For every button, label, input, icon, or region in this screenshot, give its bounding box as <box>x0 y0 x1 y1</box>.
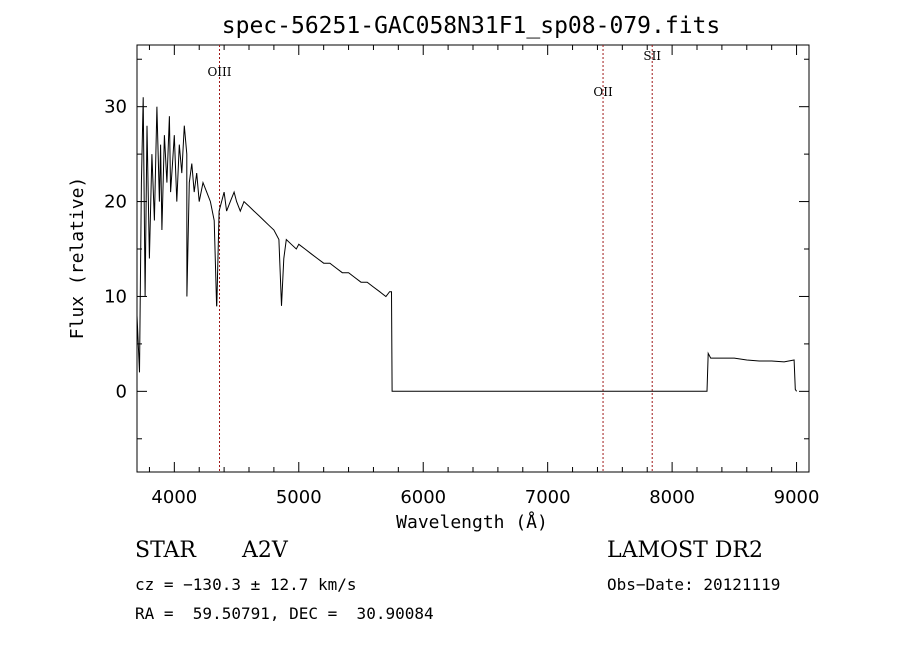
x-tick-label: 5000 <box>276 487 322 508</box>
y-tick-label: 30 <box>104 97 127 118</box>
chart-title: spec-56251-GAC058N31F1_sp08-079.fits <box>222 13 721 39</box>
spectrum-line <box>136 97 798 392</box>
redshift-cz: cz = −130.3 ± 12.7 km/s <box>135 575 357 594</box>
y-axis-label: Flux (relative) <box>67 177 88 340</box>
x-tick-label: 9000 <box>774 487 820 508</box>
emission-line-label: OIII <box>207 65 231 79</box>
object-subclass: A2V <box>242 538 288 563</box>
ra-dec: RA = 59.50791, DEC = 30.90084 <box>135 604 434 623</box>
emission-line-label: OII <box>593 85 613 99</box>
x-tick-label: 4000 <box>151 487 197 508</box>
survey-name: LAMOST DR2 <box>607 538 763 563</box>
plot-frame <box>136 44 810 473</box>
emission-line-label: SII <box>643 49 661 63</box>
obs-date: Obs−Date: 20121119 <box>607 575 781 594</box>
x-axis-label: Wavelength (Å) <box>396 511 548 533</box>
x-tick-label: 8000 <box>649 487 695 508</box>
y-tick-label: 0 <box>116 381 127 402</box>
object-class: STAR <box>135 538 196 563</box>
y-tick-label: 20 <box>104 192 127 213</box>
x-tick-label: 6000 <box>400 487 446 508</box>
y-tick-label: 10 <box>104 286 127 307</box>
x-tick-label: 7000 <box>525 487 571 508</box>
